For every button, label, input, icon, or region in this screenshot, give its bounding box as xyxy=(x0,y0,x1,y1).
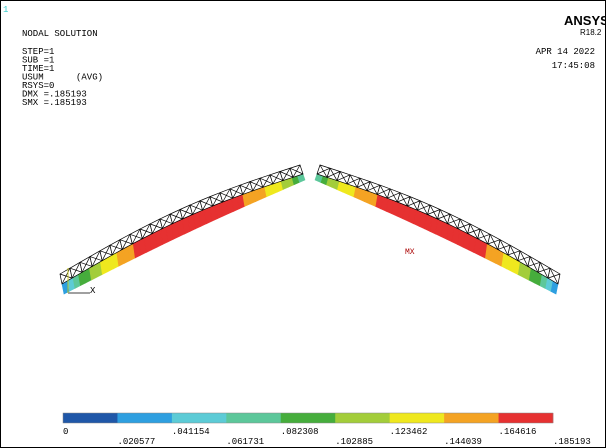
window-number: 1 xyxy=(3,5,8,15)
legend-label: .164616 xyxy=(499,427,537,437)
legend-swatch xyxy=(444,413,499,423)
legend-label: .185193 xyxy=(553,437,591,447)
legend-label: .144039 xyxy=(444,437,482,447)
legend-swatch xyxy=(117,413,172,423)
legend-swatch xyxy=(335,413,390,423)
legend-swatch xyxy=(226,413,281,423)
info-line: SMX =.185193 xyxy=(22,98,87,108)
brand-version: R18.2 xyxy=(580,28,602,37)
ansys-window: 1 NODAL SOLUTION STEP=1 SUB =1 TIME=1 US… xyxy=(0,0,606,448)
legend-swatch xyxy=(281,413,336,423)
legend-label: .041154 xyxy=(172,427,210,437)
legend-label: 0 xyxy=(63,427,68,437)
date: APR 14 2022 xyxy=(536,47,595,57)
legend-label: .082308 xyxy=(281,427,319,437)
max-label: MX xyxy=(405,248,415,257)
info-line: NODAL SOLUTION xyxy=(22,29,98,39)
legend-label: .102885 xyxy=(335,437,373,447)
legend-label: .123462 xyxy=(390,427,428,437)
legend-swatch xyxy=(390,413,445,423)
axis-label: X xyxy=(90,286,96,296)
legend-swatch xyxy=(499,413,554,423)
legend-label: .061731 xyxy=(226,437,264,447)
frame xyxy=(1,1,606,448)
legend-swatch xyxy=(63,413,118,423)
time: 17:45:08 xyxy=(552,61,595,71)
legend-label: .020577 xyxy=(117,437,155,447)
brand-name: ANSYS xyxy=(564,13,606,28)
legend-swatch xyxy=(172,413,227,423)
